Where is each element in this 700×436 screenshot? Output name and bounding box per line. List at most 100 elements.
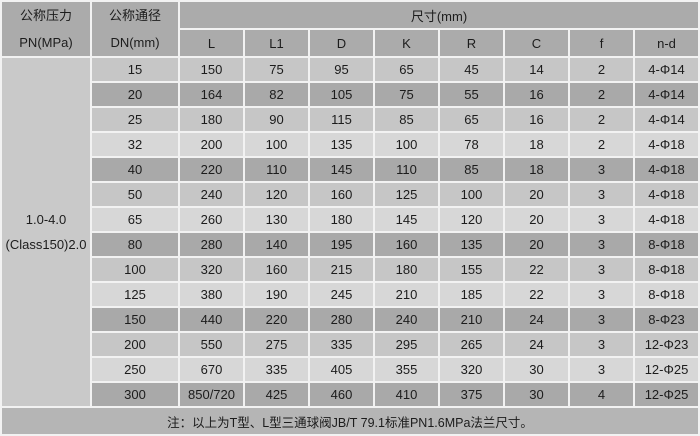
dn-cell: 50 bbox=[90, 181, 180, 208]
dimension-cell: 22 bbox=[503, 256, 570, 283]
dimension-cell: 18 bbox=[503, 156, 570, 183]
dimension-cell: 355 bbox=[373, 356, 440, 383]
dimension-cell: 135 bbox=[438, 231, 505, 258]
dimension-cell: 115 bbox=[308, 106, 375, 133]
dimension-cell: 3 bbox=[568, 206, 635, 233]
dimension-cell: 45 bbox=[438, 56, 505, 83]
dimension-cell: 20 bbox=[503, 206, 570, 233]
dimension-cell: 3 bbox=[568, 331, 635, 358]
dimension-cell: 16 bbox=[503, 81, 570, 108]
dim-column-header: L bbox=[178, 28, 245, 58]
header-group-row: 公称压力 PN(MPa) 公称通径 DN(mm) 尺寸(mm) bbox=[0, 0, 700, 58]
dimension-cell: 164 bbox=[178, 81, 245, 108]
dim-column-header: L1 bbox=[243, 28, 310, 58]
dimension-cell: 380 bbox=[178, 281, 245, 308]
dn-cell: 300 bbox=[90, 381, 180, 408]
dimension-cell: 20 bbox=[503, 231, 570, 258]
table-row: 125 380 190 245 210 185 22 3 8-Φ18 bbox=[1, 281, 700, 308]
table-row: 80 280 140 195 160 135 20 3 8-Φ18 bbox=[1, 231, 700, 258]
dimension-cell: 105 bbox=[308, 81, 375, 108]
dimension-cell: 260 bbox=[178, 206, 245, 233]
dn-cell: 25 bbox=[90, 106, 180, 133]
dimension-cell: 410 bbox=[373, 381, 440, 408]
dimension-cell: 78 bbox=[438, 131, 505, 158]
dn-cell: 40 bbox=[90, 156, 180, 183]
dimension-cell: 3 bbox=[568, 181, 635, 208]
dimension-cell: 4-Φ18 bbox=[633, 131, 700, 158]
dimension-cell: 14 bbox=[503, 56, 570, 83]
dimension-cell: 75 bbox=[373, 81, 440, 108]
dimension-cell: 65 bbox=[438, 106, 505, 133]
dn-cell: 20 bbox=[90, 81, 180, 108]
dimension-cell: 110 bbox=[243, 156, 310, 183]
dimension-cell: 12-Φ25 bbox=[633, 381, 700, 408]
dimension-cell: 75 bbox=[243, 56, 310, 83]
dimension-cell: 240 bbox=[178, 181, 245, 208]
dimension-cell: 215 bbox=[308, 256, 375, 283]
dn-cell: 15 bbox=[90, 56, 180, 83]
pressure-cell-line1: 1.0-4.0 bbox=[25, 212, 67, 227]
dn-cell: 125 bbox=[90, 281, 180, 308]
dimension-cell: 220 bbox=[243, 306, 310, 333]
dimension-cell: 85 bbox=[438, 156, 505, 183]
table-body: 1.0-4.0 (Class150)2.0 15 150 75 95 65 45 14 2 4-Φ1… bbox=[0, 56, 700, 408]
table-row: 20 164 82 105 75 55 16 2 4-Φ14 bbox=[1, 81, 700, 108]
dimension-cell: 4 bbox=[568, 381, 635, 408]
dimension-cell: 120 bbox=[438, 206, 505, 233]
dimension-cell: 12-Φ23 bbox=[633, 331, 700, 358]
dn-cell: 65 bbox=[90, 206, 180, 233]
header-dn-line2: DN(mm) bbox=[110, 35, 160, 50]
dimension-cell: 3 bbox=[568, 281, 635, 308]
dimension-cell: 3 bbox=[568, 156, 635, 183]
dn-cell: 32 bbox=[90, 131, 180, 158]
dim-column-header: D bbox=[308, 28, 375, 58]
dimension-cell: 200 bbox=[178, 131, 245, 158]
dimension-cell: 195 bbox=[308, 231, 375, 258]
dimension-cell: 240 bbox=[373, 306, 440, 333]
table-row: 300 850/720 425 460 410 375 30 4 12-Φ25 bbox=[1, 381, 700, 408]
dimension-cell: 155 bbox=[438, 256, 505, 283]
dimension-cell: 425 bbox=[243, 381, 310, 408]
dimension-cell: 850/720 bbox=[178, 381, 245, 408]
dimension-cell: 110 bbox=[373, 156, 440, 183]
dim-column-header: f bbox=[568, 28, 635, 58]
dimension-cell: 550 bbox=[178, 331, 245, 358]
dimension-cell: 220 bbox=[178, 156, 245, 183]
dimension-cell: 375 bbox=[438, 381, 505, 408]
dimension-cell: 3 bbox=[568, 231, 635, 258]
dimension-cell: 145 bbox=[308, 156, 375, 183]
dimension-cell: 145 bbox=[373, 206, 440, 233]
dimension-cell: 180 bbox=[178, 106, 245, 133]
dimension-cell: 130 bbox=[243, 206, 310, 233]
dimension-cell: 190 bbox=[243, 281, 310, 308]
table-row: 25 180 90 115 85 65 16 2 4-Φ14 bbox=[1, 106, 700, 133]
dimension-cell: 180 bbox=[308, 206, 375, 233]
dimension-cell: 85 bbox=[373, 106, 440, 133]
dimension-cell: 2 bbox=[568, 56, 635, 83]
dimension-cell: 280 bbox=[178, 231, 245, 258]
dimension-cell: 22 bbox=[503, 281, 570, 308]
dimension-cell: 320 bbox=[178, 256, 245, 283]
dimension-cell: 295 bbox=[373, 331, 440, 358]
table-row: 100 320 160 215 180 155 22 3 8-Φ18 bbox=[1, 256, 700, 283]
dimension-cell: 65 bbox=[373, 56, 440, 83]
dimension-cell: 30 bbox=[503, 356, 570, 383]
dimension-cell: 3 bbox=[568, 256, 635, 283]
dn-cell: 100 bbox=[90, 256, 180, 283]
dimension-cell: 3 bbox=[568, 356, 635, 383]
dimension-cell: 2 bbox=[568, 131, 635, 158]
dim-column-header: n-d bbox=[633, 28, 700, 58]
dimension-cell: 3 bbox=[568, 306, 635, 333]
dimension-cell: 150 bbox=[178, 56, 245, 83]
dn-cell: 250 bbox=[90, 356, 180, 383]
dimension-cell: 4-Φ14 bbox=[633, 81, 700, 108]
dimension-cell: 90 bbox=[243, 106, 310, 133]
table-row: 1.0-4.0 (Class150)2.0 15 150 75 95 65 45 14 2 4-Φ1… bbox=[0, 56, 700, 408]
dimension-cell: 4-Φ14 bbox=[633, 106, 700, 133]
dimension-cell: 210 bbox=[438, 306, 505, 333]
dimension-cell: 140 bbox=[243, 231, 310, 258]
dimension-cell: 670 bbox=[178, 356, 245, 383]
dimension-cell: 265 bbox=[438, 331, 505, 358]
